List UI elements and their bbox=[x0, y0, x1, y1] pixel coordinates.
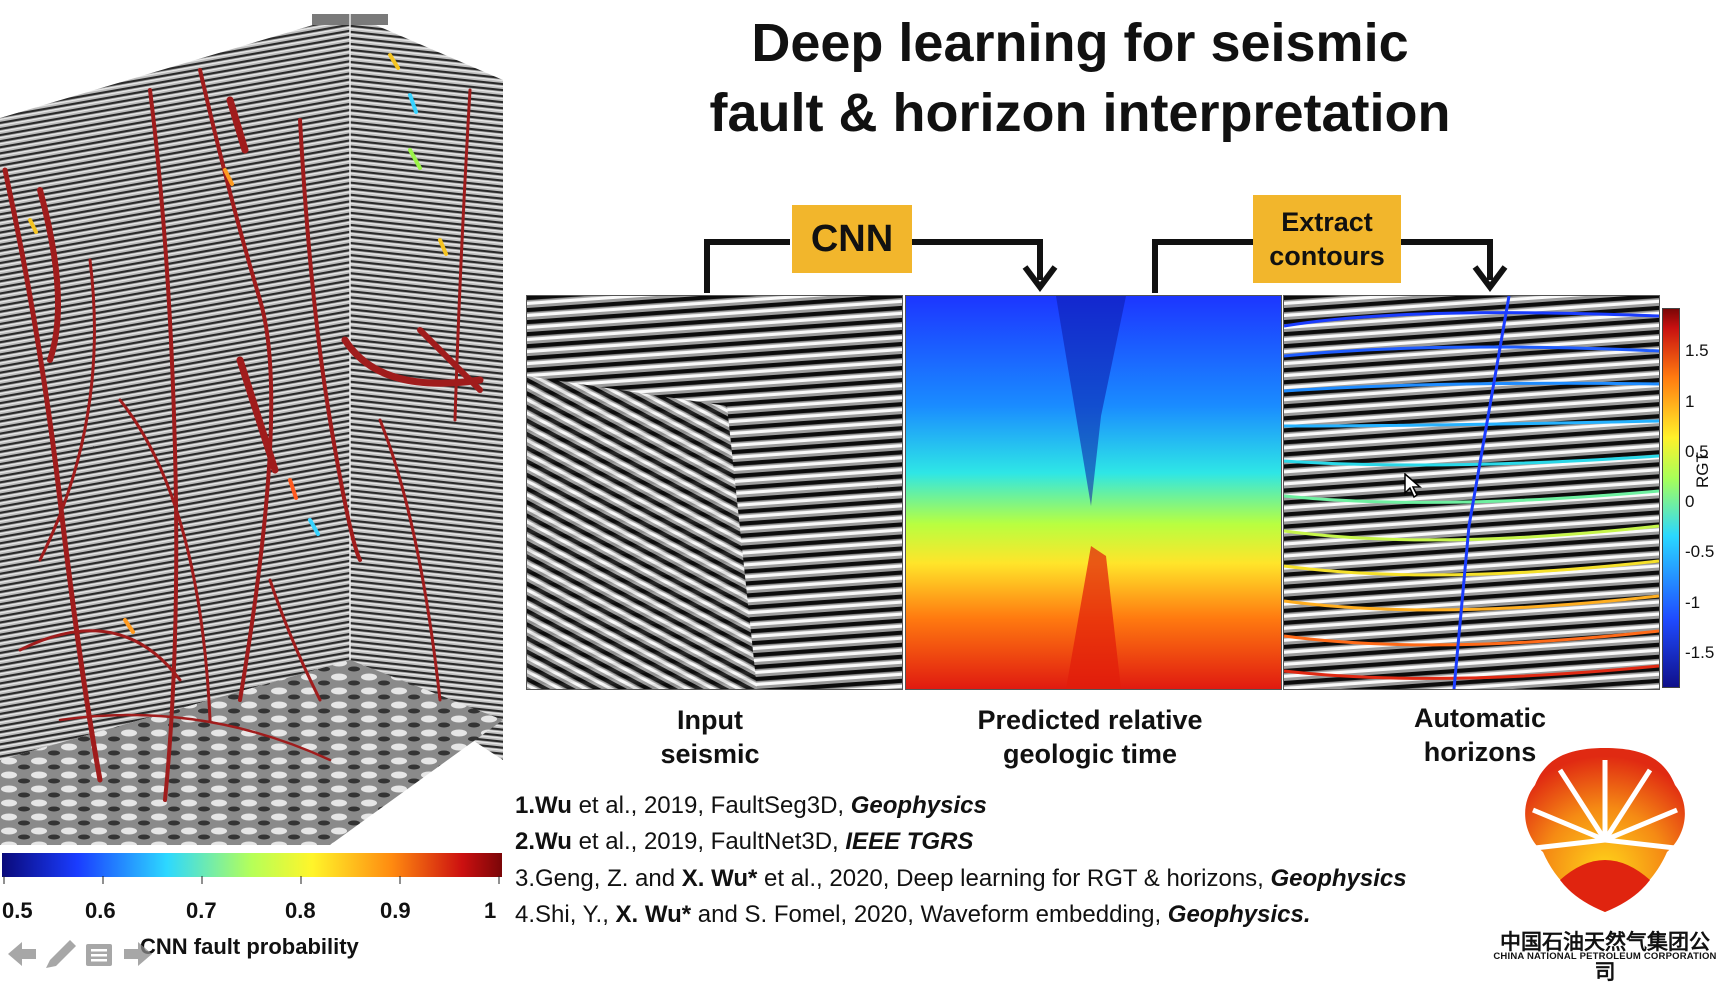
ref-text: et al., 2019, FaultNet3D, bbox=[571, 828, 846, 855]
ref-journal: Geophysics bbox=[850, 792, 987, 819]
cnn-bracket-right bbox=[912, 239, 1043, 280]
slide-title-line1: Deep learning for seismic bbox=[751, 13, 1409, 73]
caption-line: horizons bbox=[1423, 737, 1537, 767]
extract-contours-label: Extract contours bbox=[1253, 195, 1401, 283]
ref-num: 1. bbox=[515, 792, 536, 819]
slide-nav-controls bbox=[8, 940, 152, 968]
arrow-right-icon[interactable] bbox=[124, 942, 152, 966]
caption-input-seismic: Input seismic bbox=[580, 703, 840, 771]
ref-text: and S. Fomel, 2020, Waveform embedding, bbox=[691, 901, 1168, 928]
ref-num: 2. bbox=[515, 828, 536, 855]
arrow-down-icon bbox=[1022, 265, 1058, 292]
extract-bracket-right bbox=[1401, 239, 1493, 280]
reference-item: 4.Shi, Y., X. Wu* and S. Fomel, 2020, Wa… bbox=[515, 900, 1311, 930]
rgt-tick-label: 1.5 bbox=[1685, 341, 1709, 360]
arrow-down-icon bbox=[1472, 265, 1508, 292]
ref-journal: Geophysics bbox=[1270, 865, 1407, 892]
rgt-tick-label: -1 bbox=[1685, 593, 1701, 612]
caption-automatic-horizons: Automatic horizons bbox=[1350, 701, 1610, 769]
rgt-tick-label: 0 bbox=[1685, 492, 1695, 511]
ref-author: X. Wu* bbox=[681, 865, 758, 892]
fault-tick-label: 0.7 bbox=[186, 898, 217, 923]
fault-tick-label: 0.5 bbox=[2, 898, 33, 923]
cnn-bracket bbox=[704, 239, 790, 293]
caption-line: seismic bbox=[660, 739, 760, 769]
input-seismic-image bbox=[526, 295, 903, 690]
caption-line: Input bbox=[677, 705, 743, 735]
reference-item: 2.Wu et al., 2019, FaultNet3D, IEEE TGRS bbox=[515, 827, 973, 857]
automatic-horizons-image bbox=[1283, 295, 1660, 690]
rgt-tick-label: -1.5 bbox=[1685, 643, 1715, 662]
fault-tick-label: 0.9 bbox=[380, 898, 411, 923]
caption-line: geologic time bbox=[1002, 739, 1178, 769]
fault-tick-label: 0.8 bbox=[285, 898, 316, 923]
slide-title-line2: fault & horizon interpretation bbox=[709, 83, 1451, 143]
caption-predicted-rgt: Predicted relative geologic time bbox=[925, 703, 1255, 771]
ref-author: X. Wu* bbox=[615, 901, 692, 928]
fault-tick-label: 1 bbox=[484, 898, 497, 923]
reference-item: 1.Wu et al., 2019, FaultSeg3D, Geophysic… bbox=[515, 791, 987, 821]
fault-tick-label: 0.6 bbox=[85, 898, 116, 923]
extract-bracket bbox=[1152, 239, 1253, 293]
ref-num: 3.Geng, Z. and bbox=[515, 865, 682, 892]
predicted-rgt-image bbox=[905, 295, 1282, 690]
ref-journal: Geophysics. bbox=[1167, 901, 1311, 928]
ref-num: 4.Shi, Y., bbox=[515, 901, 616, 928]
extract-contours-line1: Extract bbox=[1281, 207, 1373, 237]
arrow-left-icon[interactable] bbox=[8, 942, 36, 966]
rgt-tick-label: -0.5 bbox=[1685, 542, 1715, 561]
rgt-tick-label: 0.5 bbox=[1685, 442, 1709, 461]
rgt-colorbar bbox=[1662, 308, 1680, 688]
cnpc-logo bbox=[1525, 748, 1685, 912]
fault-colorbar-ticks bbox=[3, 876, 500, 884]
reference-item: 3.Geng, Z. and X. Wu* et al., 2020, Deep… bbox=[515, 864, 1407, 894]
slide-title: Deep learning for seismic fault & horizo… bbox=[620, 8, 1540, 148]
mouse-cursor-icon bbox=[1404, 473, 1422, 499]
rgt-tick-label: 1 bbox=[1685, 392, 1695, 411]
rgt-axis-label: RGT bbox=[1693, 452, 1712, 488]
ref-author: Wu bbox=[535, 828, 572, 855]
pencil-icon[interactable] bbox=[46, 940, 76, 968]
company-name-en: CHINA NATIONAL PETROLEUM CORPORATION bbox=[1493, 951, 1717, 962]
seismic-3d-fault-volume bbox=[0, 14, 503, 845]
ref-text: et al., 2020, Deep learning for RGT & ho… bbox=[757, 865, 1271, 892]
cnn-label: CNN bbox=[792, 205, 912, 273]
ref-journal: IEEE TGRS bbox=[845, 828, 974, 855]
fault-colorbar-title: CNN fault probability bbox=[140, 934, 359, 959]
caption-line: Predicted relative bbox=[977, 705, 1203, 735]
extract-contours-line2: contours bbox=[1269, 241, 1385, 271]
ref-text: et al., 2019, FaultSeg3D, bbox=[571, 792, 851, 819]
workflow-arrows bbox=[704, 239, 1508, 293]
fault-probability-colorbar bbox=[2, 853, 502, 877]
caption-line: Automatic bbox=[1413, 703, 1546, 733]
ref-author: Wu bbox=[535, 792, 572, 819]
menu-icon[interactable] bbox=[86, 944, 112, 966]
